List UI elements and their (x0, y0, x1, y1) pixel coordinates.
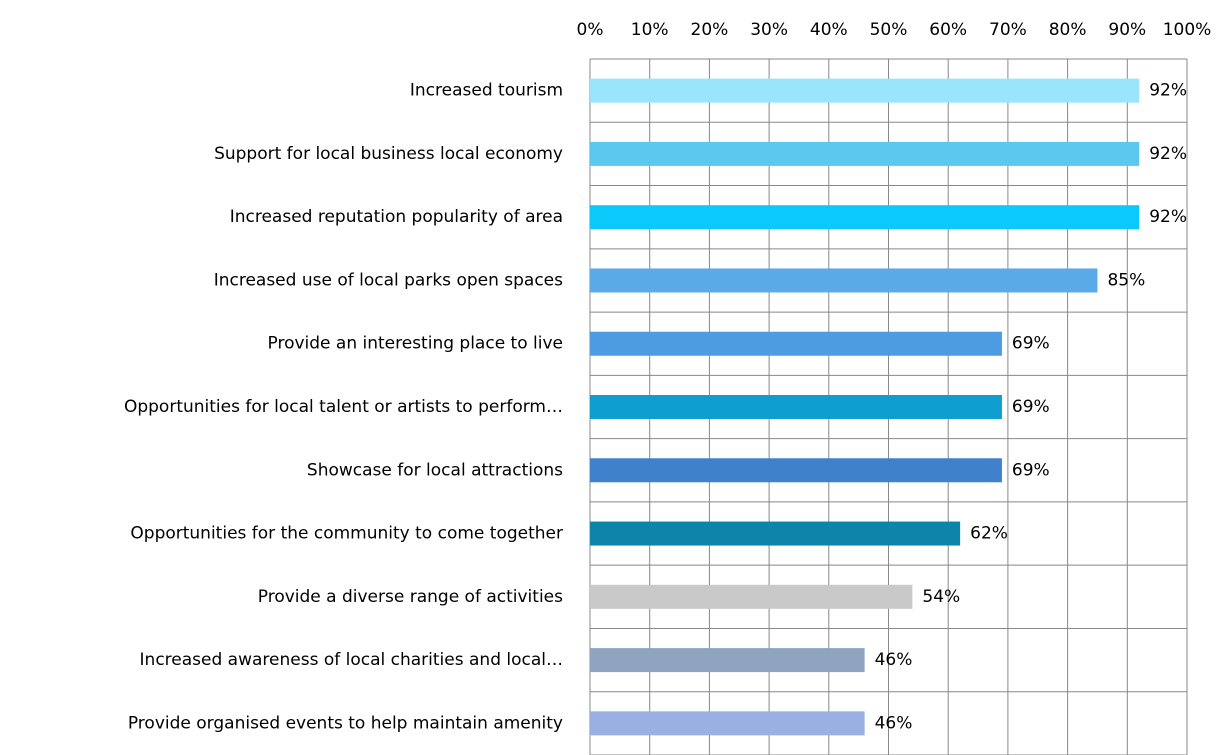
x-tick-label: 50% (870, 20, 908, 40)
value-label: 69% (1012, 397, 1050, 417)
x-tick-label: 100% (1163, 20, 1212, 40)
bar (590, 584, 913, 609)
y-tick-label: Opportunities for the community to come … (130, 524, 563, 544)
bar (590, 458, 1002, 483)
bar (590, 205, 1140, 230)
value-label: 85% (1107, 270, 1145, 290)
x-tick-label: 60% (929, 20, 967, 40)
value-label: 46% (875, 650, 913, 670)
x-tick-label: 10% (631, 20, 669, 40)
y-tick-label: Support for local business local economy (214, 144, 563, 164)
bar (590, 268, 1098, 293)
bar (590, 395, 1002, 419)
x-tick-label: 70% (989, 20, 1027, 40)
y-tick-label: Provide organised events to help maintai… (128, 713, 563, 733)
y-tick-label: Increased reputation popularity of area (230, 207, 563, 227)
x-tick-label: 90% (1108, 20, 1146, 40)
value-label: 54% (922, 587, 960, 607)
bar (590, 648, 865, 673)
bar (590, 521, 961, 546)
y-tick-label: Showcase for local attractions (307, 460, 563, 480)
value-label: 92% (1149, 81, 1187, 101)
x-tick-label: 30% (750, 20, 788, 40)
bar (590, 331, 1002, 356)
bar (590, 711, 865, 736)
value-label: 62% (970, 524, 1008, 544)
value-label: 46% (875, 713, 913, 733)
bar (590, 78, 1140, 103)
value-label: 69% (1012, 334, 1050, 354)
y-tick-label: Increased tourism (410, 81, 563, 101)
x-tick-label: 20% (691, 20, 729, 40)
y-tick-label: Provide a diverse range of activities (258, 587, 563, 607)
bar (590, 141, 1140, 166)
y-tick-label: Opportunities for local talent or artist… (124, 397, 563, 417)
y-tick-label: Increased awareness of local charities a… (140, 650, 563, 670)
x-tick-label: 0% (577, 20, 604, 40)
x-tick-label: 40% (810, 20, 848, 40)
value-label: 69% (1012, 460, 1050, 480)
value-label: 92% (1149, 207, 1187, 227)
y-tick-label: Provide an interesting place to live (268, 334, 564, 354)
y-tick-label: Increased use of local parks open spaces (214, 270, 563, 290)
value-label: 92% (1149, 144, 1187, 164)
x-tick-label: 80% (1049, 20, 1087, 40)
